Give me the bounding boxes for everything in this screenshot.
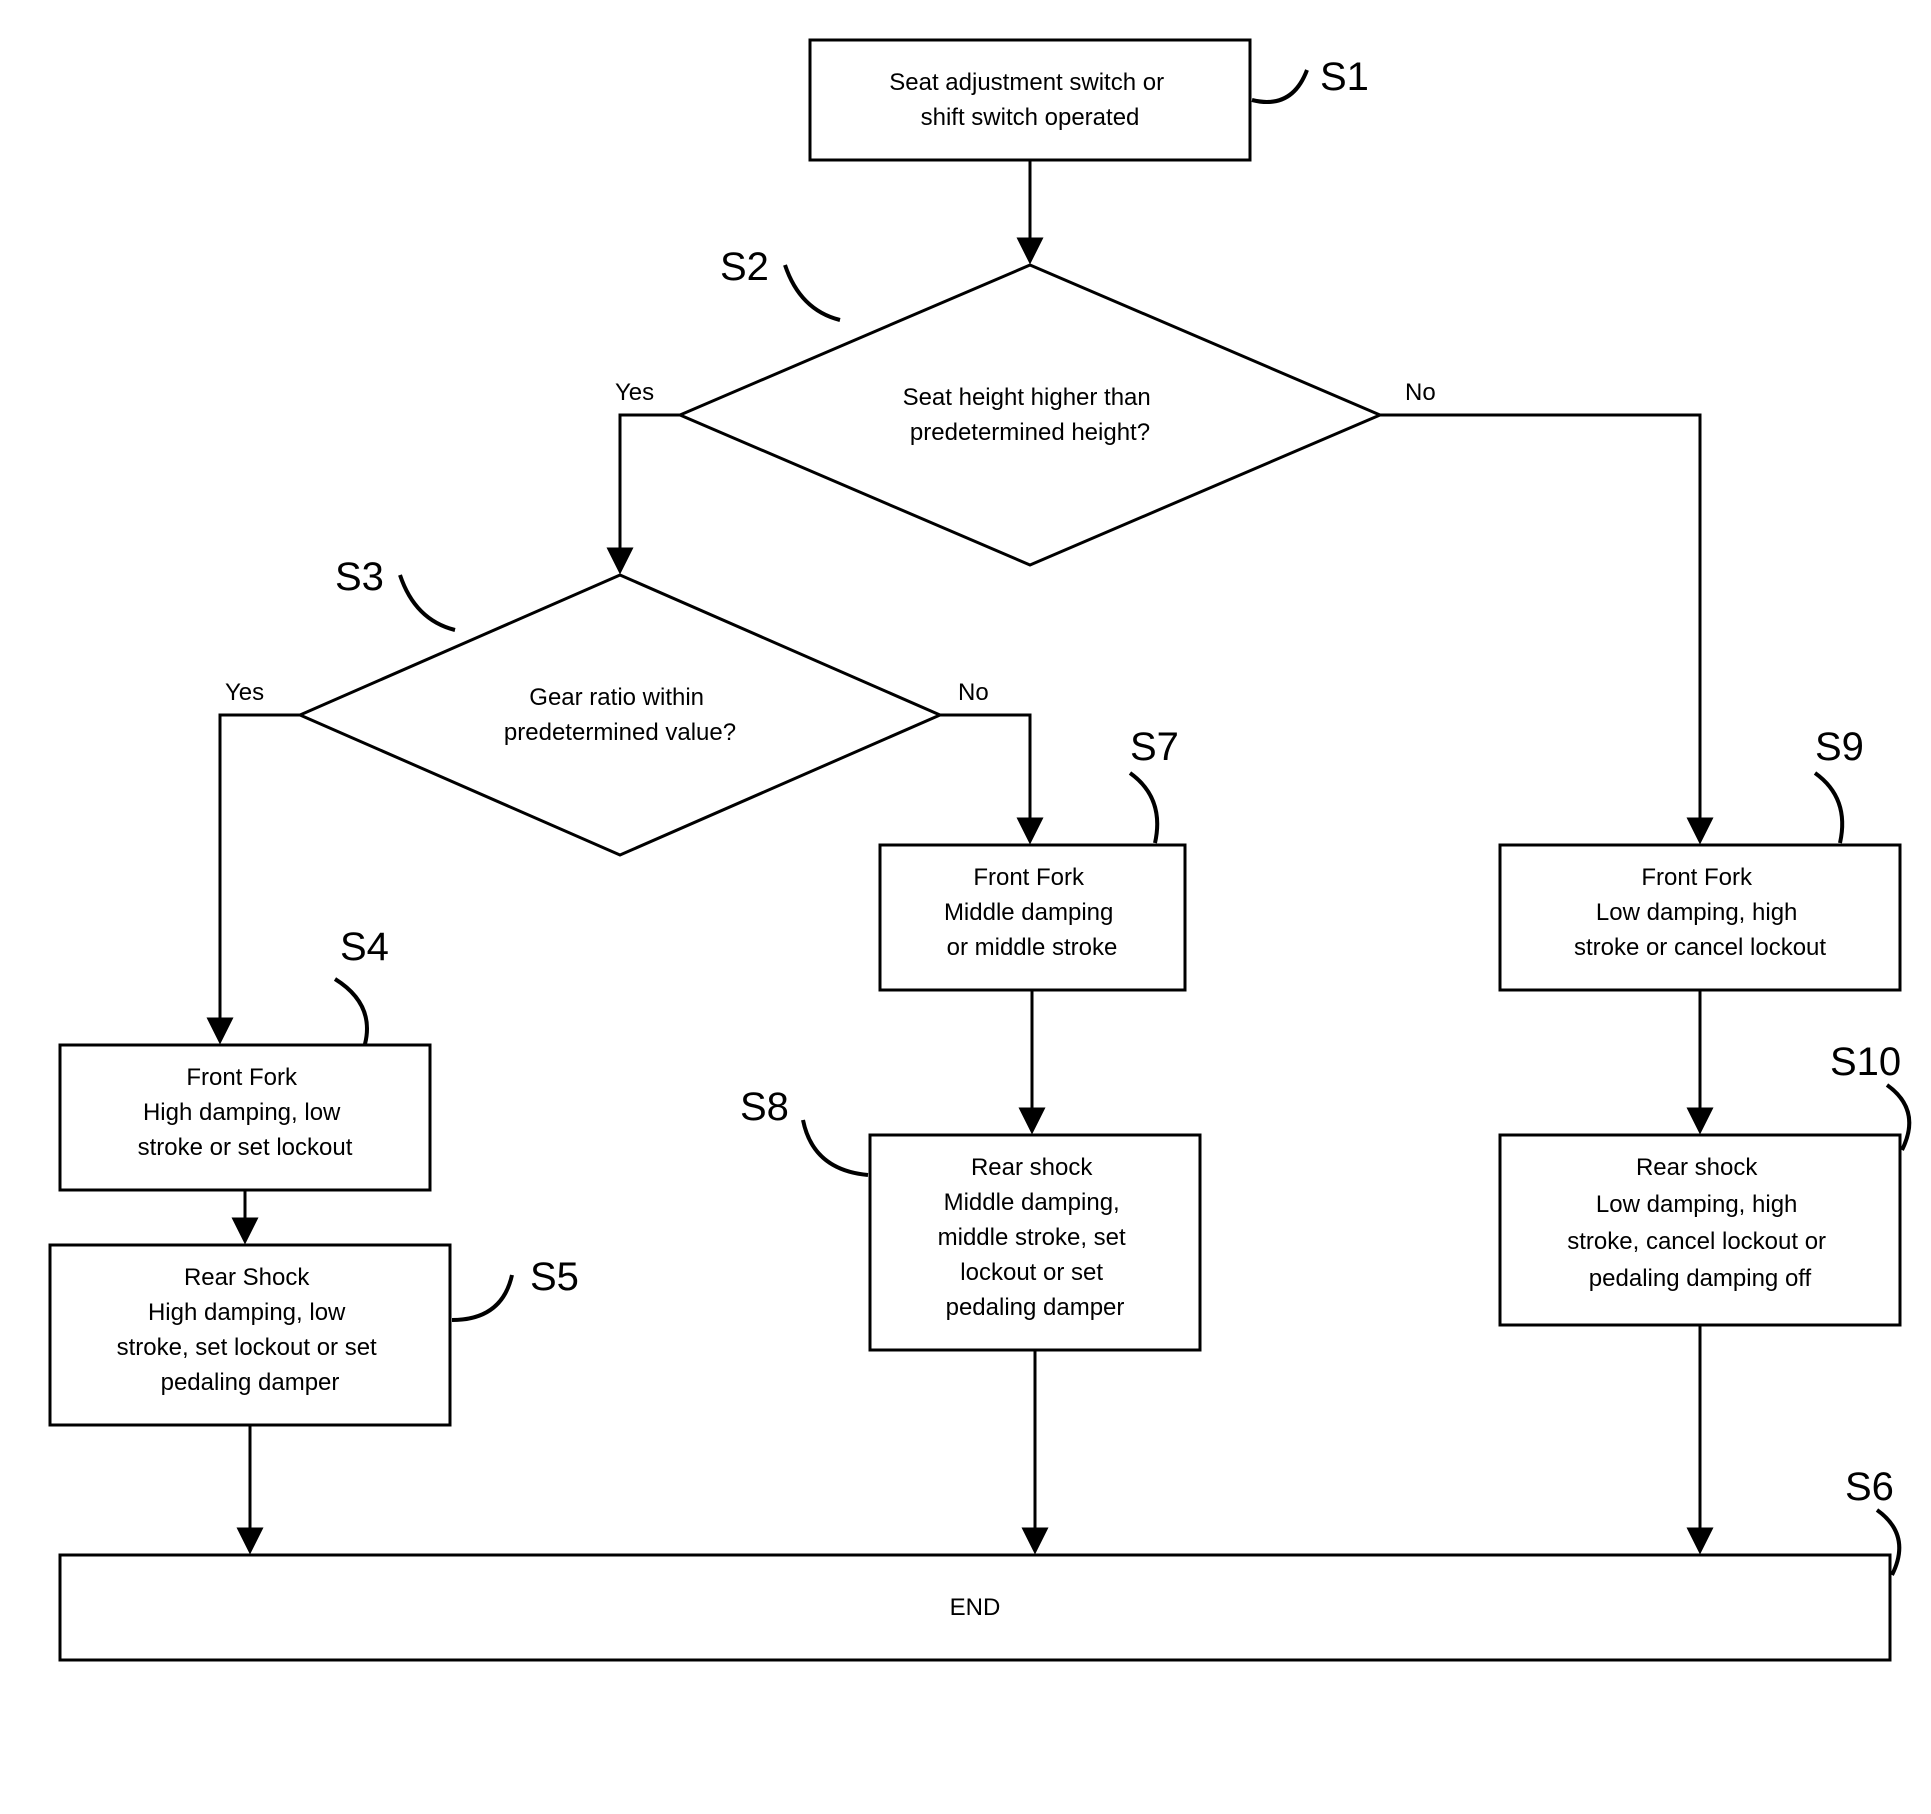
s10-line3: stroke, cancel lockout or (1567, 1228, 1826, 1255)
step-label-s9: S9 (1815, 725, 1864, 843)
s7-line2: Middle damping (944, 899, 1113, 926)
s1-line2: shift switch operated (921, 104, 1140, 131)
svg-text:Front Fork High damping,: Front Fork High damping, low stroke or s… (138, 1064, 353, 1161)
svg-text:S2: S2 (720, 245, 769, 289)
step-label-s3: S3 (335, 555, 455, 630)
svg-text:S7: S7 (1130, 725, 1179, 769)
node-s8: Rear shock Middle damping, middle stroke… (870, 1135, 1200, 1350)
svg-text:Gear ratio within predet: Gear ratio within predetermined value? (504, 684, 736, 746)
step-label-s5: S5 (452, 1255, 579, 1320)
svg-text:Front Fork Low damping,: Front Fork Low damping, high stroke or c… (1574, 864, 1826, 961)
svg-text:S10: S10 (1830, 1040, 1901, 1084)
svg-text:S5: S5 (530, 1255, 579, 1299)
edge-s3-no: No (940, 679, 1030, 840)
s4-line3: stroke or set lockout (138, 1134, 353, 1161)
svg-text:Yes: Yes (225, 679, 264, 706)
node-s2: Seat height higher than predetermined he… (680, 265, 1380, 565)
step-label-s1: S1 (1252, 55, 1369, 102)
s2-line1: Seat height higher than (903, 384, 1151, 411)
svg-text:Rear shock Low damping,: Rear shock Low damping, high stroke, can… (1567, 1154, 1832, 1292)
svg-text:No: No (1405, 379, 1436, 406)
s8-line5: pedaling damper (946, 1294, 1125, 1321)
s8-line2: Middle damping, (944, 1189, 1120, 1216)
svg-text:Seat adjustment switch or: Seat adjustment switch or shift switch o… (889, 69, 1170, 131)
s1-line1: Seat adjustment switch or (889, 69, 1164, 96)
node-s5: Rear Shock High damping, low stroke, set… (50, 1245, 450, 1425)
edge-s2-no: No (1380, 379, 1700, 840)
svg-text:Rear Shock High damping,: Rear Shock High damping, low stroke, set… (117, 1264, 384, 1396)
node-s9: Front Fork Low damping, high stroke or c… (1500, 845, 1900, 990)
s2-line2: predetermined height? (910, 419, 1150, 446)
edge-s3-yes: Yes (220, 679, 300, 1040)
flowchart-canvas: Seat adjustment switch or shift switch o… (0, 0, 1931, 1814)
step-label-s7: S7 (1130, 725, 1179, 843)
node-s4: Front Fork High damping, low stroke or s… (60, 1045, 430, 1190)
node-s7: Front Fork Middle damping or middle stro… (880, 845, 1185, 990)
svg-text:S1: S1 (1320, 55, 1369, 99)
s5-line1: Rear Shock (184, 1264, 310, 1291)
s10-line2: Low damping, high (1596, 1191, 1797, 1218)
s10-line4: pedaling damping off (1589, 1265, 1812, 1292)
node-s6: END (60, 1555, 1890, 1660)
s4-line1: Front Fork (186, 1064, 298, 1091)
s8-line4: lockout or set (960, 1259, 1103, 1286)
step-label-s8: S8 (740, 1085, 868, 1175)
svg-text:Yes: Yes (615, 379, 654, 406)
svg-text:Seat height higher than: Seat height higher than predetermined he… (903, 384, 1158, 446)
s7-line3: or middle stroke (947, 934, 1118, 961)
svg-text:Front Fork Middle dampin: Front Fork Middle damping or middle stro… (944, 864, 1120, 961)
svg-text:S4: S4 (340, 925, 389, 969)
step-label-s4: S4 (335, 925, 389, 1044)
svg-text:S9: S9 (1815, 725, 1864, 769)
svg-text:S8: S8 (740, 1085, 789, 1129)
step-label-s2: S2 (720, 245, 840, 320)
node-s1: Seat adjustment switch or shift switch o… (810, 40, 1250, 160)
s5-line3: stroke, set lockout or set (117, 1334, 377, 1361)
svg-text:Rear shock Middle dampin: Rear shock Middle damping, middle stroke… (938, 1154, 1133, 1321)
s6-line1: END (950, 1594, 1001, 1621)
s3-line1: Gear ratio within (529, 684, 704, 711)
s7-line1: Front Fork (973, 864, 1085, 891)
s9-line1: Front Fork (1641, 864, 1753, 891)
edge-s2-yes: Yes (615, 379, 680, 570)
svg-text:No: No (958, 679, 989, 706)
s9-line3: stroke or cancel lockout (1574, 934, 1826, 961)
svg-text:S6: S6 (1845, 1465, 1894, 1509)
s4-line2: High damping, low (143, 1099, 341, 1126)
svg-text:S3: S3 (335, 555, 384, 599)
s3-line2: predetermined value? (504, 719, 736, 746)
s10-line1: Rear shock (1636, 1154, 1758, 1181)
s8-line1: Rear shock (971, 1154, 1093, 1181)
node-s10: Rear shock Low damping, high stroke, can… (1500, 1135, 1900, 1325)
s8-line3: middle stroke, set (938, 1224, 1126, 1251)
s9-line2: Low damping, high (1596, 899, 1797, 926)
node-s3: Gear ratio within predetermined value? (300, 575, 940, 855)
s5-line4: pedaling damper (161, 1369, 340, 1396)
s5-line2: High damping, low (148, 1299, 346, 1326)
